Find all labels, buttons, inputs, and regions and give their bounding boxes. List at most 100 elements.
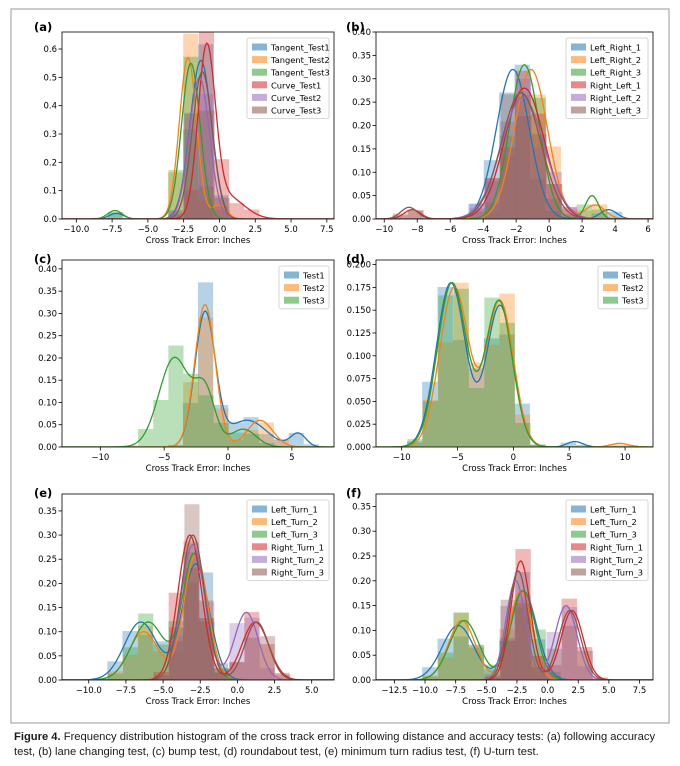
legend-entry: Right_Turn_2 <box>590 555 643 565</box>
density-curve <box>376 68 653 219</box>
histogram-bar <box>244 637 260 680</box>
legend-swatch <box>571 568 586 576</box>
histogram-bar <box>122 654 138 680</box>
histogram-bar <box>530 444 546 447</box>
y-tick-label: 0.05 <box>38 421 57 431</box>
legend-swatch <box>252 555 267 563</box>
y-tick-label: 0.05 <box>38 652 57 662</box>
x-tick-label: −10.0 <box>76 686 102 696</box>
legend-entry: Left_Right_2 <box>590 55 641 65</box>
y-tick-label: 0.40 <box>352 28 371 38</box>
histogram-bar <box>273 439 289 447</box>
x-tick-label: 0.0 <box>541 686 555 696</box>
legend-swatch <box>252 568 267 576</box>
x-tick-label: 2.5 <box>571 686 585 696</box>
caption-label: Figure 4. <box>14 731 61 743</box>
x-tick-label: −7.5 <box>116 686 137 696</box>
histogram-bar <box>514 403 530 447</box>
y-tick-label: 0.20 <box>352 122 371 132</box>
p6-axes-frame <box>375 493 654 681</box>
histogram-bar <box>437 286 453 447</box>
histogram-bar <box>228 439 244 447</box>
histogram-bar <box>154 675 170 680</box>
histogram-bar <box>198 32 215 219</box>
histogram-bar <box>229 203 245 219</box>
histogram-bar <box>392 215 408 219</box>
density-curve <box>62 71 334 219</box>
histogram-bar <box>545 210 561 219</box>
histogram-bar <box>275 674 291 680</box>
histogram-bar <box>169 213 185 219</box>
x-tick-label: −5.0 <box>476 686 497 696</box>
y-tick-label: 0.30 <box>38 531 57 541</box>
histogram-bar <box>468 644 484 680</box>
legend-swatch <box>252 505 267 513</box>
legend-entry: Right_Turn_3 <box>590 568 643 578</box>
legend-swatch <box>284 271 299 279</box>
histogram-bar <box>469 211 485 219</box>
panel-2: −10 −8 −6 −4 −2 0 2 4 6 0.00 0.05 0.10 0.15 0.20 0.25 0… <box>346 20 654 246</box>
x-tick-label: −5.0 <box>138 225 159 235</box>
legend-entry: Curve_Test3 <box>271 106 321 116</box>
legend-swatch <box>603 284 618 292</box>
x-tick-label: 2.5 <box>268 686 282 696</box>
legend-swatch <box>603 296 618 304</box>
p4-panel-label: (d) <box>346 252 365 266</box>
x-tick-label: −7.5 <box>445 686 466 696</box>
histogram-bar <box>530 444 546 447</box>
x-tick-label: −10.0 <box>412 686 438 696</box>
histogram-bar <box>531 147 547 219</box>
histogram-bar <box>515 70 531 219</box>
x-tick-label: 0 <box>225 453 230 463</box>
histogram-bar <box>184 504 200 680</box>
y-tick-label: 0.150 <box>347 306 371 316</box>
histogram-bar <box>468 362 485 447</box>
histogram-bar <box>529 179 546 219</box>
y-tick-label: 0.05 <box>352 651 371 661</box>
density-curve <box>62 62 334 219</box>
y-tick-label: 0.05 <box>352 192 371 202</box>
histogram-bar <box>484 677 501 680</box>
panel-1: −10.0 −7.5 −5.0 −2.5 0.0 2.5 5.0 7.5 0.0 0.1 0.2 0.… <box>34 20 335 246</box>
p4-series-bars-1 <box>406 286 592 447</box>
density-curve <box>376 64 653 219</box>
histogram-bar <box>168 621 184 680</box>
histogram-bar <box>484 202 500 219</box>
x-tick-label: −8 <box>411 225 424 235</box>
density-curve <box>62 56 334 219</box>
x-tick-label: −5.0 <box>153 686 174 696</box>
histogram-bar <box>606 211 623 219</box>
p4-legend: Test1 Test2 Test3 <box>597 265 649 310</box>
histogram-bar <box>183 382 199 447</box>
y-tick-label: 0.075 <box>347 375 371 385</box>
p6-series-bars-5 <box>484 595 593 680</box>
legend-entry: Right_Turn_3 <box>271 568 324 578</box>
p4-plot-area <box>376 281 653 447</box>
histogram-bar <box>422 381 438 447</box>
histogram-bar <box>408 209 424 219</box>
y-tick-label: 0.35 <box>352 51 371 61</box>
x-tick-label: −5 <box>158 453 171 463</box>
y-tick-label: 0.40 <box>38 265 57 275</box>
histogram-bar <box>437 657 454 680</box>
density-curve <box>376 590 653 680</box>
legend-swatch <box>284 284 299 292</box>
histogram-bar <box>228 432 244 447</box>
density-curve <box>62 534 334 680</box>
x-tick-label: 4 <box>612 225 617 235</box>
y-tick-label: 0.200 <box>347 261 371 271</box>
x-tick-label: 10 <box>620 453 631 463</box>
p6-legend: Left_Turn_1 Left_Turn_2 Left_Turn_3 Right_T… <box>565 499 649 581</box>
x-tick-label: 0.0 <box>213 225 227 235</box>
histogram-bar <box>243 429 259 447</box>
histogram-bar <box>499 92 515 219</box>
x-tick-label: −4 <box>477 225 490 235</box>
histogram-bar <box>607 217 623 219</box>
density-curve <box>62 310 334 447</box>
x-tick-label: 2 <box>579 225 584 235</box>
x-tick-label: −6 <box>444 225 457 235</box>
legend-entry: Tangent_Test3 <box>270 68 330 78</box>
legend-swatch <box>252 530 267 538</box>
legend-entry: Left_Right_3 <box>590 68 641 78</box>
y-tick-label: 0.30 <box>352 527 371 537</box>
